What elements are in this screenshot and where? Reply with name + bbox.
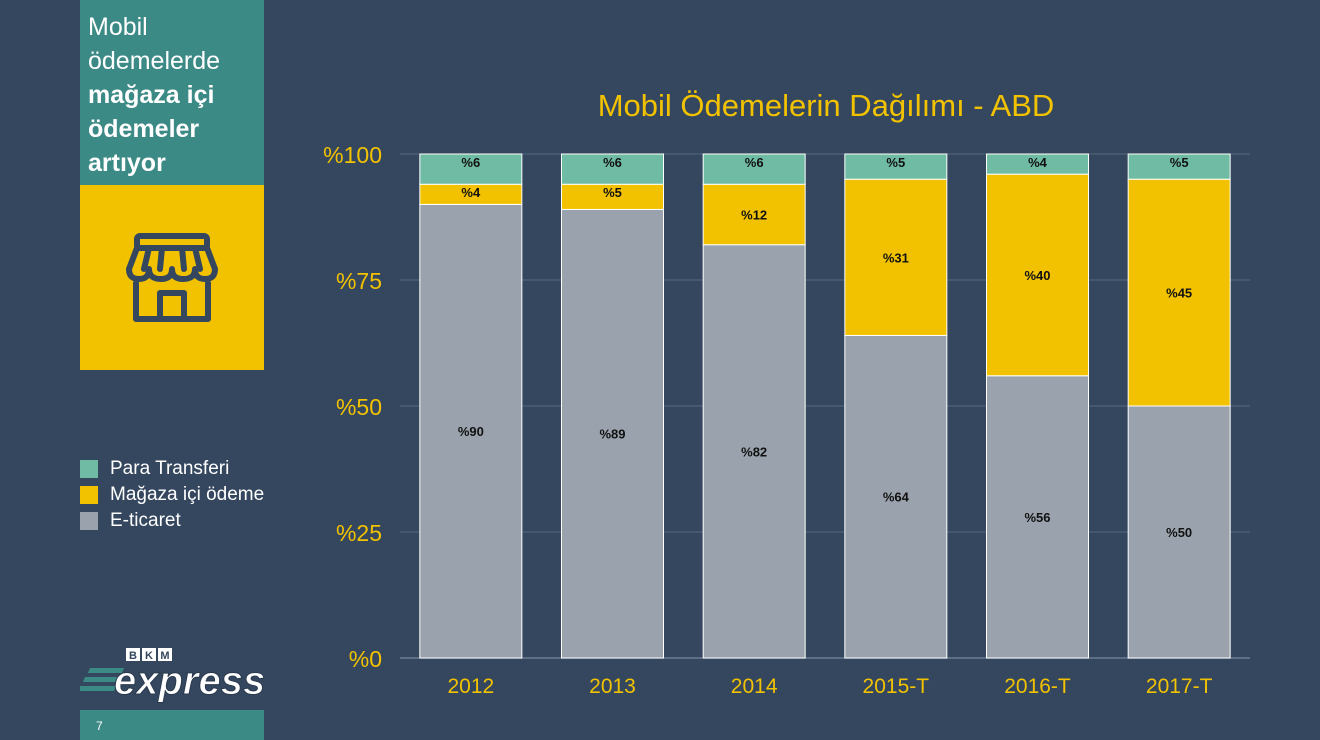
data-label: %50: [1166, 525, 1192, 540]
bar-segment: [986, 375, 1089, 659]
data-label: %45: [1166, 286, 1192, 301]
legend-label-para-transferi: Para Transferi: [110, 458, 230, 479]
data-label: %6: [461, 155, 480, 170]
x-tick-label: 2014: [731, 675, 778, 698]
legend-swatch-e-ticaret: [80, 512, 98, 530]
y-tick-label: %100: [323, 142, 382, 168]
headline-panel: Mobil ödemelerde mağaza içi ödemeler art…: [80, 0, 264, 185]
data-label: %5: [603, 185, 622, 200]
x-tick-label: 2015-T: [863, 675, 930, 698]
x-tick-label: 2016-T: [1004, 675, 1071, 698]
bar-segment: [419, 153, 523, 185]
bar-segment: [844, 334, 948, 659]
y-tick-label: %75: [336, 268, 382, 294]
bar-segment: [844, 153, 948, 180]
data-label: %40: [1024, 268, 1050, 283]
data-label: %56: [1024, 510, 1050, 525]
headline-line-3: mağaza içi: [88, 81, 215, 109]
data-label: %90: [458, 424, 484, 439]
bar-segment: [419, 203, 523, 659]
bar-segment: [702, 153, 806, 185]
bar-segment: [986, 153, 1089, 175]
page-number: 7: [96, 719, 103, 733]
y-tick-label: %25: [336, 520, 382, 546]
data-label: %4: [461, 185, 481, 200]
data-label: %89: [599, 427, 625, 442]
page-number-box: 7: [80, 710, 264, 740]
bar-segment: [702, 244, 806, 659]
data-label: %4: [1028, 155, 1048, 170]
headline-line-1: Mobil: [88, 13, 148, 41]
x-tick-label: 2013: [589, 675, 636, 698]
chart-legend: Para Transferi Mağaza içi ödeme E-ticare…: [80, 456, 264, 534]
legend-swatch-magaza-ici: [80, 486, 98, 504]
bar-segment: [844, 178, 948, 336]
data-label: %31: [883, 250, 909, 265]
logo-letter-m: M: [160, 650, 169, 662]
bkm-express-logo: B K M express: [80, 648, 266, 704]
data-label: %6: [603, 155, 622, 170]
data-label: %64: [883, 490, 910, 505]
x-tick-label: 2017-T: [1146, 675, 1213, 698]
bar-segment: [561, 153, 664, 185]
data-label: %5: [886, 155, 905, 170]
data-label: %6: [745, 155, 764, 170]
chart-title: Mobil Ödemelerin Dağılımı - ABD: [597, 88, 1055, 123]
bar-segment: [1127, 178, 1231, 407]
legend-label-magaza-ici: Mağaza içi ödeme: [110, 484, 265, 505]
headline-line-5: artıyor: [88, 149, 166, 177]
bar-segment: [702, 183, 806, 246]
data-label: %12: [741, 207, 767, 222]
bar-segment: [986, 173, 1089, 377]
logo-wordmark: express: [114, 659, 265, 703]
legend-swatch-para-transferi: [80, 460, 98, 478]
y-tick-label: %50: [336, 394, 382, 420]
logo-letter-b: B: [129, 650, 137, 662]
legend-item-magaza-ici: Mağaza içi ödeme: [80, 482, 264, 508]
headline-line-2: ödemelerde: [88, 47, 221, 75]
legend-label-e-ticaret: E-ticaret: [110, 510, 181, 531]
legend-item-para-transferi: Para Transferi: [80, 456, 264, 482]
data-label: %5: [1170, 155, 1189, 170]
stacked-bar-chart: %0 %25 %50 %75 %100 %90 %4 %6 2012 %89 %5 %6 2013 %82…: [323, 142, 1250, 698]
y-tick-label: %0: [349, 646, 382, 672]
bar-segment: [1127, 405, 1231, 659]
x-tick-label: 2012: [447, 675, 494, 698]
legend-item-e-ticaret: E-ticaret: [80, 508, 264, 534]
headline-line-4: ödemeler: [88, 115, 200, 143]
icon-panel: [80, 185, 264, 370]
logo-letter-k: K: [145, 650, 153, 662]
bar-segment: [561, 183, 664, 210]
bar-segment: [1127, 153, 1231, 180]
data-label: %82: [741, 444, 767, 459]
store-icon: [126, 233, 218, 322]
